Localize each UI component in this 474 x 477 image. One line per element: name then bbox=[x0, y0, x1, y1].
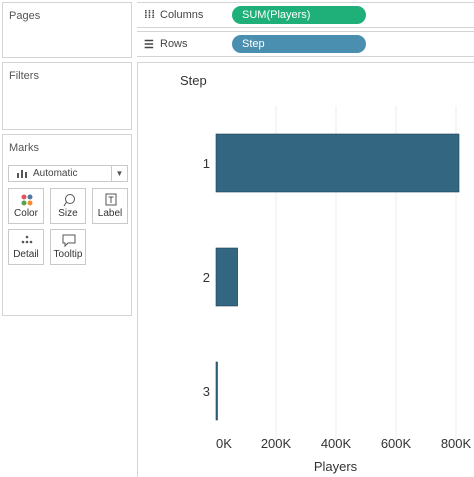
tooltip-button[interactable]: Tooltip bbox=[50, 229, 86, 265]
filters-title: Filters bbox=[9, 70, 39, 82]
tooltip-bubble-icon bbox=[62, 234, 76, 248]
rows-pill[interactable]: Step bbox=[232, 35, 366, 53]
rows-label: Rows bbox=[160, 38, 188, 50]
mark-type-dropdown[interactable]: Automatic ▼ bbox=[8, 165, 128, 182]
columns-icon: ⁞⁞⁞ bbox=[144, 9, 155, 21]
bar bbox=[215, 247, 238, 307]
bar-chart: Step 1 2 3 0K 200K 400K 600K 800K Players bbox=[180, 73, 472, 474]
columns-pill[interactable]: SUM(Players) bbox=[232, 6, 366, 24]
size-lasso-icon bbox=[63, 194, 75, 207]
x-tick-label: 400K bbox=[321, 436, 352, 451]
color-label: Color bbox=[14, 208, 38, 219]
bar-chart-icon bbox=[17, 170, 27, 178]
color-button[interactable]: Color bbox=[8, 188, 44, 224]
chart-view: Step 1 2 3 0K 200K 400K 600K 800K Players bbox=[137, 62, 474, 477]
filters-pane: Filters bbox=[2, 62, 132, 130]
bar bbox=[215, 361, 218, 421]
detail-dots-icon bbox=[21, 235, 33, 244]
rows-shelf: ☰ Rows Step bbox=[137, 31, 474, 57]
bar bbox=[215, 133, 460, 193]
x-tick-label: 800K bbox=[441, 436, 472, 451]
x-tick-label: 600K bbox=[381, 436, 412, 451]
columns-shelf: ⁞⁞⁞ Columns SUM(Players) bbox=[137, 2, 474, 28]
color-dots-icon bbox=[21, 194, 33, 206]
rows-icon: ☰ bbox=[144, 39, 154, 51]
mark-type-label: Automatic bbox=[33, 168, 78, 179]
pages-title: Pages bbox=[9, 10, 41, 22]
chevron-down-icon[interactable]: ▼ bbox=[111, 166, 127, 181]
x-tick-label: 200K bbox=[261, 436, 292, 451]
size-label: Size bbox=[58, 208, 78, 219]
marks-title: Marks bbox=[9, 142, 39, 154]
size-button[interactable]: Size bbox=[50, 188, 86, 224]
columns-label: Columns bbox=[160, 9, 204, 21]
label-label: Label bbox=[97, 208, 123, 219]
category-label: 2 bbox=[203, 270, 210, 285]
label-button[interactable]: Label bbox=[92, 188, 128, 224]
detail-button[interactable]: Detail bbox=[8, 229, 44, 265]
tooltip-label: Tooltip bbox=[53, 249, 83, 260]
pages-pane: Pages bbox=[2, 2, 132, 58]
category-label: 1 bbox=[203, 156, 210, 171]
marks-pane: Marks Automatic ▼ Color Size Label bbox=[2, 134, 132, 316]
category-label: 3 bbox=[203, 384, 210, 399]
x-axis-label: Players bbox=[314, 459, 358, 474]
detail-label: Detail bbox=[13, 249, 39, 260]
row-header: Step bbox=[180, 73, 207, 88]
x-tick-label: 0K bbox=[216, 436, 232, 451]
label-text-icon bbox=[105, 193, 117, 206]
